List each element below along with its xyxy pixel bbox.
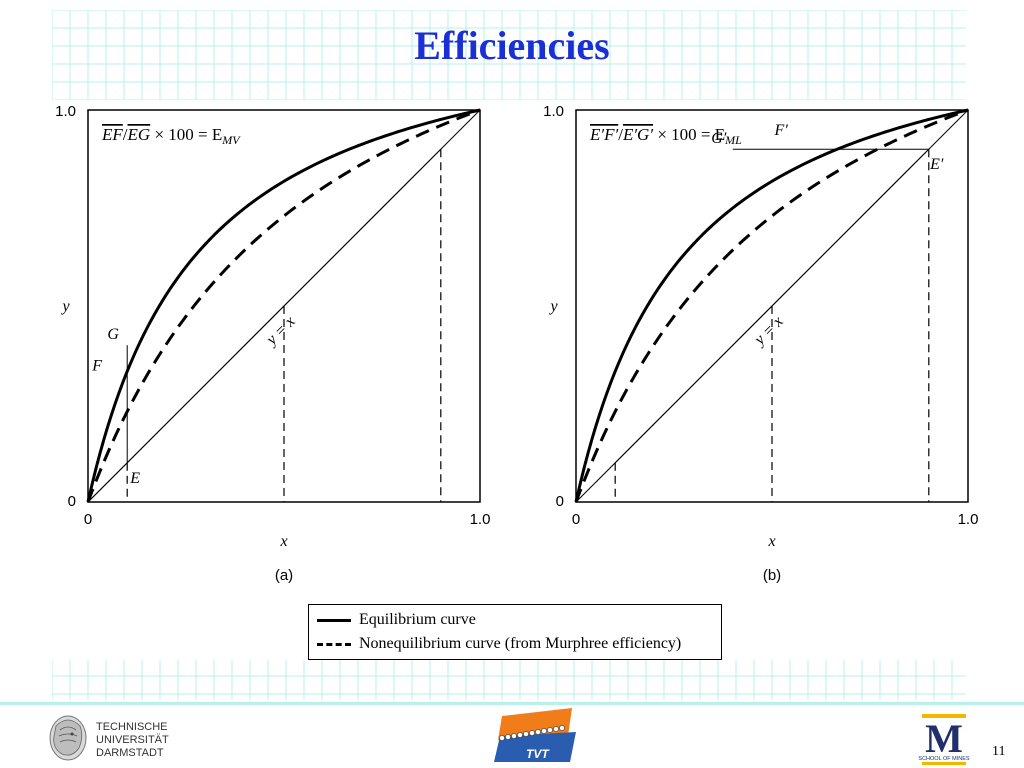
x-tick-label: 0 [572,511,580,528]
footer-divider [0,702,1024,705]
athena-head-icon [49,715,87,761]
panel-caption: (a) [275,567,293,584]
y-tick-label: 1.0 [543,103,564,120]
point-label: G [107,326,119,343]
diagonal-label: y = x [750,313,787,350]
um-caption: SCHOOL OF MINES [918,756,969,762]
legend-label: Equilibrium curve [359,611,476,628]
x-axis-label: x [279,533,287,550]
legend-label: Nonequilibrium curve (from Murphree effi… [359,635,682,652]
x-tick-label: 1.0 [470,511,491,528]
point-label: E′ [929,156,944,173]
operating-line [87,148,442,503]
point-label: F′ [774,122,789,139]
legend-swatch-dashed [317,642,351,646]
legend-item-equilibrium: Equilibrium curve [317,609,476,631]
slide-title: Efficiencies [414,23,610,68]
efficiency-formula: EF/EG × 100 = EMV [101,125,241,147]
chart-b: 0 1.0 0 1.0 x y (b) E′F′/E′G′ × 100 = EML y = x G… [543,103,979,584]
legend: Equilibrium curve Nonequilibrium curve (… [308,604,722,660]
point-label: E [129,470,140,487]
um-letter: M [925,716,963,761]
y-axis-label: y [548,298,558,315]
y-axis-label: y [60,298,70,315]
equilibrium-curve [574,108,969,503]
chart-a: 0 1.0 0 1.0 x y (a) EF/EG × 100 = EMV y = x GF E [55,103,491,584]
tvt-text: TVT [526,747,550,761]
tvt-beads-icon [499,725,565,741]
figure-panel [52,100,966,660]
tud-text-line-1: TECHNISCHE [96,721,168,733]
tud-text-line-2: UNIVERSITÄT [96,734,169,746]
diagonal-label: y = x [262,313,299,350]
y-tick-label: 0 [68,493,76,510]
legend-item-nonequilibrium: Nonequilibrium curve (from Murphree effi… [317,633,681,655]
efficiency-formula: E′F′/E′G′ × 100 = EML [589,125,742,147]
tvt-logo: TVT [494,708,576,762]
point-label: G′ [711,130,727,147]
x-tick-label: 0 [84,511,92,528]
michigan-mines-logo: M SCHOOL OF MINES [918,714,970,765]
point-label: F [91,357,102,374]
y-tick-label: 0 [556,493,564,510]
y-tick-label: 1.0 [55,103,76,120]
tud-text-line-3: DARMSTADT [96,747,164,759]
legend-swatch-solid [317,618,351,622]
x-axis-label: x [767,533,775,550]
page-number: 11 [992,744,1006,759]
panel-caption: (b) [763,567,781,584]
tu-darmstadt-logo: TECHNISCHE UNIVERSITÄT DARMSTADT [49,715,169,761]
x-tick-label: 1.0 [958,511,979,528]
equilibrium-curve [86,108,481,503]
